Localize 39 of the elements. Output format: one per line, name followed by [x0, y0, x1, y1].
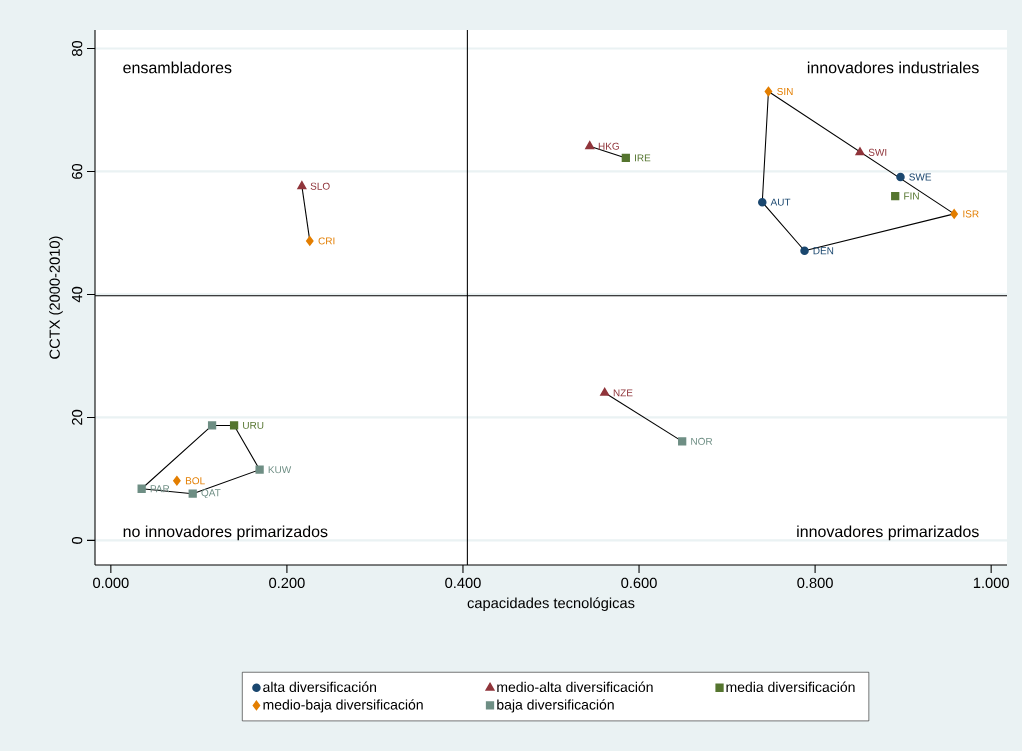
y-tick-label: 20 — [71, 409, 83, 425]
annotation: no innovadores primarizados — [123, 525, 328, 541]
annotation: ensambladores — [123, 61, 232, 74]
y-tick-label: 60 — [71, 163, 83, 179]
annotation: AUT — [770, 198, 791, 206]
annotation: innovadores industriales — [807, 61, 979, 74]
annotation: URU — [243, 421, 264, 429]
annotation: CRI — [318, 237, 335, 245]
legend-label: baja diversificación — [497, 699, 614, 713]
y-axis-title: CCTX (2000-2010) — [49, 236, 63, 359]
annotation: NOR — [691, 437, 713, 445]
y-tick-label: 80 — [71, 40, 83, 56]
legend-label: medio-baja diversificación — [263, 699, 423, 713]
legend-label: alta diversificación — [263, 681, 377, 693]
y-tick-label: 0 — [71, 536, 83, 544]
x-tick-label: 0.200 — [269, 577, 305, 589]
annotation: ISR — [963, 210, 979, 218]
annotation: BOL — [185, 477, 205, 485]
x-tick-label: 0.400 — [445, 577, 481, 589]
annotation: innovadores primarizados — [797, 525, 979, 541]
annotation: SIN — [777, 87, 793, 96]
x-axis-title: capacidades tecnológicas — [467, 597, 635, 612]
x-tick-label: 0.800 — [797, 577, 833, 589]
x-tick-label: 1.000 — [973, 577, 1009, 589]
annotation: HKG — [598, 142, 619, 150]
legend-label: media diversificación — [726, 681, 855, 693]
annotation: FIN — [904, 192, 919, 200]
annotation: SWI — [868, 148, 887, 156]
x-tick-label: 0.600 — [621, 577, 657, 589]
legend-label: medio-alta diversificación — [497, 681, 653, 693]
annotation: SWE — [909, 173, 932, 181]
annotation: QAT — [201, 489, 221, 499]
annotation: NZE — [613, 389, 633, 397]
annotation: SLO — [310, 182, 330, 190]
x-tick-label: 0.000 — [93, 577, 129, 589]
annotation: IRE — [635, 154, 651, 162]
annotation: DEN — [813, 247, 834, 255]
y-tick-label: 40 — [71, 286, 83, 303]
annotation: KUW — [268, 466, 292, 474]
